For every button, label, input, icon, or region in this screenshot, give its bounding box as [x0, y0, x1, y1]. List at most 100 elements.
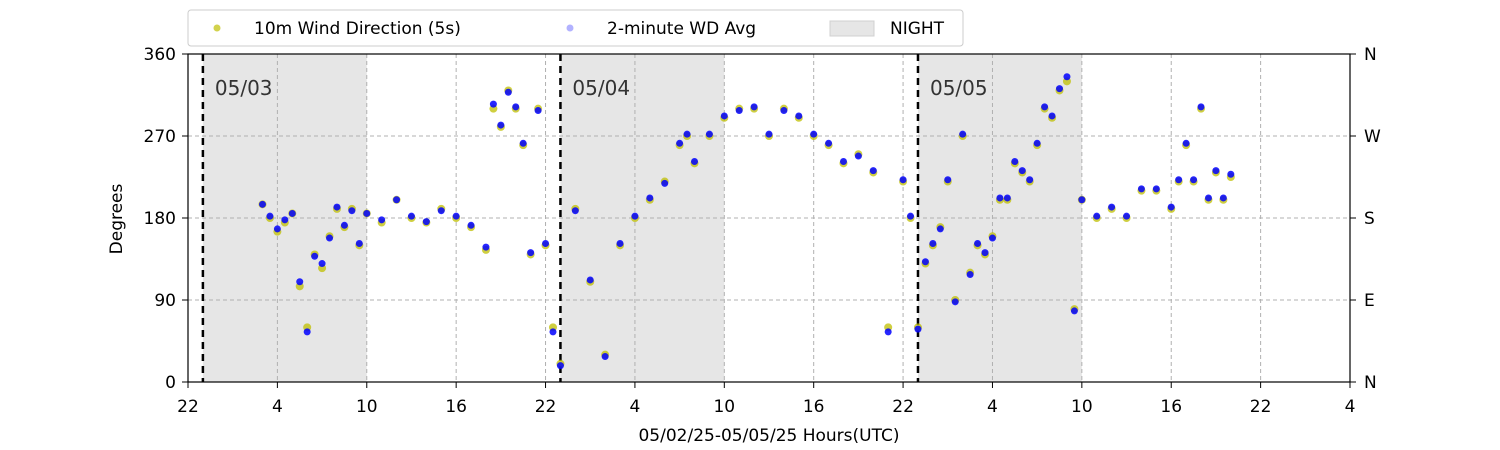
data-point	[825, 139, 833, 147]
data-point	[996, 194, 1004, 202]
data-point	[534, 106, 542, 114]
series-wd-2min-avg	[258, 73, 1235, 370]
x-tick-label: 10	[356, 397, 378, 417]
y2-tick-label: W	[1364, 127, 1381, 147]
data-point	[661, 179, 669, 187]
data-point	[966, 270, 974, 278]
data-point	[266, 212, 274, 220]
data-point	[378, 216, 386, 224]
data-point	[944, 176, 952, 184]
y-tick-label: 360	[144, 45, 176, 65]
y-tick-label: 270	[144, 127, 176, 147]
y2-tick-label: E	[1364, 291, 1375, 311]
data-point	[1175, 176, 1183, 184]
x-tick-label: 16	[445, 397, 467, 417]
data-point	[810, 130, 818, 138]
day-label: 05/03	[215, 76, 273, 100]
data-point	[1026, 176, 1034, 184]
series-wind-direction-5s	[258, 77, 1235, 368]
y-axis-ticks: 0 90 180 270 360	[144, 45, 1356, 393]
day-label: 05/05	[930, 76, 988, 100]
data-point	[720, 112, 728, 120]
data-point	[795, 112, 803, 120]
data-point	[691, 158, 699, 166]
data-point	[1197, 103, 1205, 111]
data-point	[951, 298, 959, 306]
data-point	[988, 234, 996, 242]
data-point	[959, 130, 967, 138]
data-point	[780, 106, 788, 114]
x-tick-label: 22	[1250, 397, 1272, 417]
data-point	[1108, 203, 1116, 211]
series-layer	[258, 73, 1235, 370]
day-marker-layer: 05/03 05/04 05/05	[201, 54, 988, 382]
data-point	[586, 276, 594, 284]
data-point	[1190, 176, 1198, 184]
data-point	[281, 216, 289, 224]
data-point	[1212, 167, 1220, 175]
data-point	[869, 167, 877, 175]
y-axis-title: Degrees	[107, 183, 127, 254]
x-axis-ticks: 22 4 10 16 22 4 10 16 22 4 10 16 22 4	[177, 382, 1355, 417]
data-point	[1078, 196, 1086, 204]
data-point	[1048, 112, 1056, 120]
data-point	[288, 209, 296, 217]
data-point	[1204, 194, 1212, 202]
data-point	[1227, 170, 1235, 178]
data-point	[273, 225, 281, 233]
data-point	[631, 212, 639, 220]
data-point	[482, 243, 490, 251]
data-point	[311, 252, 319, 260]
legend-box	[187, 9, 964, 47]
data-point	[1003, 194, 1011, 202]
x-tick-label: 10	[713, 397, 735, 417]
data-point	[1011, 158, 1019, 166]
data-point	[1137, 185, 1145, 193]
data-point	[437, 207, 445, 215]
data-point	[683, 130, 691, 138]
data-point	[601, 352, 609, 360]
data-point	[571, 207, 579, 215]
data-point	[1219, 194, 1227, 202]
data-point	[1167, 203, 1175, 211]
data-point	[974, 240, 982, 248]
data-point	[1018, 167, 1026, 175]
data-point	[407, 212, 415, 220]
x-tick-label: 22	[892, 397, 914, 417]
x-axis-title: 05/02/25-05/05/25 Hours(UTC)	[638, 426, 899, 446]
y-tick-label: 0	[165, 373, 176, 393]
legend-marker-night	[829, 20, 875, 37]
data-point	[765, 130, 773, 138]
data-point	[527, 249, 535, 257]
data-point	[348, 207, 356, 215]
y2-axis-ticks: N E S W N	[1364, 45, 1381, 393]
data-point	[1056, 85, 1063, 93]
data-point	[705, 130, 713, 138]
y2-tick-label: S	[1364, 209, 1375, 229]
data-point	[854, 152, 862, 160]
legend-marker-wind-direction	[213, 24, 221, 32]
legend-label: NIGHT	[890, 19, 945, 39]
y2-tick-label: N	[1364, 45, 1377, 65]
night-shading-layer	[202, 54, 1082, 382]
data-point	[1152, 185, 1160, 193]
legend-label: 10m Wind Direction (5s)	[254, 19, 461, 39]
data-point	[303, 328, 311, 336]
legend: 10m Wind Direction (5s) 2-minute WD Avg …	[187, 9, 964, 47]
data-point	[326, 234, 334, 242]
data-point	[907, 212, 915, 220]
y-tick-label: 90	[154, 291, 176, 311]
data-point	[489, 100, 497, 108]
x-tick-label: 4	[987, 397, 998, 417]
data-point	[884, 328, 892, 336]
x-tick-label: 10	[1071, 397, 1093, 417]
x-tick-label: 4	[630, 397, 641, 417]
data-point	[921, 258, 929, 266]
x-tick-label: 16	[803, 397, 825, 417]
y-tick-label: 180	[144, 209, 176, 229]
x-tick-label: 16	[1160, 397, 1182, 417]
data-point	[333, 203, 341, 211]
data-point	[549, 328, 557, 336]
data-point	[936, 225, 944, 233]
